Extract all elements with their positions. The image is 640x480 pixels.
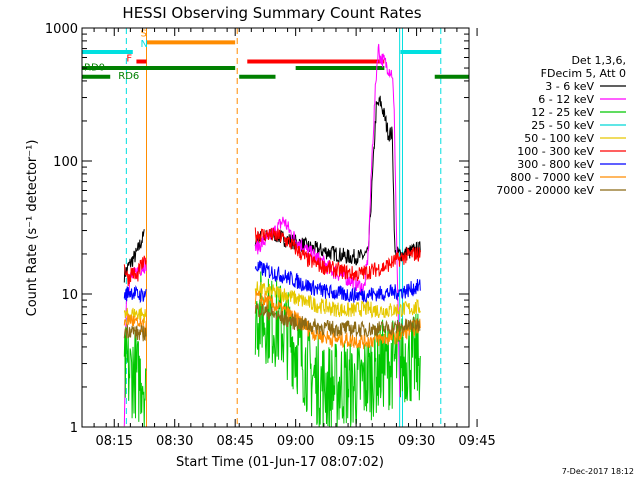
- x-tick-label: 09:45: [458, 434, 495, 449]
- series-2: [123, 271, 421, 428]
- legend-label: 100 - 300 keV: [517, 145, 594, 158]
- y-axis: 1 10 100 1000: [45, 22, 469, 436]
- legend-label: 50 - 100 keV: [524, 132, 594, 145]
- x-tick-label: 09:00: [277, 434, 314, 449]
- series-line: [254, 303, 421, 338]
- flag-label: RD6: [118, 71, 139, 82]
- series-line: [123, 255, 147, 287]
- y-axis-label: Count Rate (s⁻¹ detector⁻¹): [25, 140, 40, 317]
- series-line: [254, 281, 421, 319]
- flag-label: RD0: [84, 62, 105, 73]
- x-tick-label: 08:15: [96, 434, 133, 449]
- flag-label: F: [126, 53, 132, 64]
- series-8: [123, 303, 421, 342]
- series-line: [254, 227, 421, 282]
- series-line: [254, 271, 421, 428]
- legend-label: 7000 - 20000 keV: [496, 184, 594, 197]
- y-tick-label: 1: [70, 421, 78, 436]
- y-tick-label: 1000: [45, 22, 78, 37]
- legend-label: 12 - 25 keV: [531, 106, 594, 119]
- series-line: [123, 313, 147, 335]
- y-tick-label: 10: [61, 288, 78, 303]
- series-5: [123, 227, 421, 287]
- legend-label: 25 - 50 keV: [531, 119, 594, 132]
- chart-title: HESSI Observing Summary Count Rates: [122, 4, 421, 22]
- legend-header-2: FDecim 5, Att 0: [541, 67, 626, 80]
- flag-label: N: [140, 39, 147, 50]
- series-line: [254, 95, 421, 266]
- series-1: [123, 43, 401, 427]
- series-line: [123, 285, 147, 304]
- x-axis: 08:15 08:30 08:45 09:00 09:15 09:30 09:45: [81, 28, 496, 449]
- legend-label: 3 - 6 keV: [545, 80, 594, 93]
- series-line: [123, 326, 147, 428]
- flag-label: S: [140, 29, 146, 40]
- legend-label: 300 - 800 keV: [517, 158, 594, 171]
- legend-label: 800 - 7000 keV: [510, 171, 594, 184]
- footer-date: 7-Dec-2017 18:12: [562, 467, 634, 476]
- series-0: [123, 95, 421, 283]
- series-line: [123, 229, 145, 283]
- x-tick-label: 09:30: [398, 434, 435, 449]
- legend-label: 6 - 12 keV: [538, 93, 594, 106]
- plot-area: SNF RD0 RD6: [82, 28, 469, 428]
- series-6: [123, 260, 421, 304]
- x-tick-label: 08:45: [216, 434, 253, 449]
- y-tick-label: 100: [53, 155, 78, 170]
- x-axis-label: Start Time (01-Jun-17 08:07:02): [176, 455, 384, 470]
- series-line: [254, 260, 421, 303]
- legend-header-1: Det 1,3,6,: [571, 54, 626, 67]
- x-tick-label: 08:30: [156, 434, 193, 449]
- x-tick-label: 09:15: [337, 434, 374, 449]
- series-line: [123, 324, 147, 342]
